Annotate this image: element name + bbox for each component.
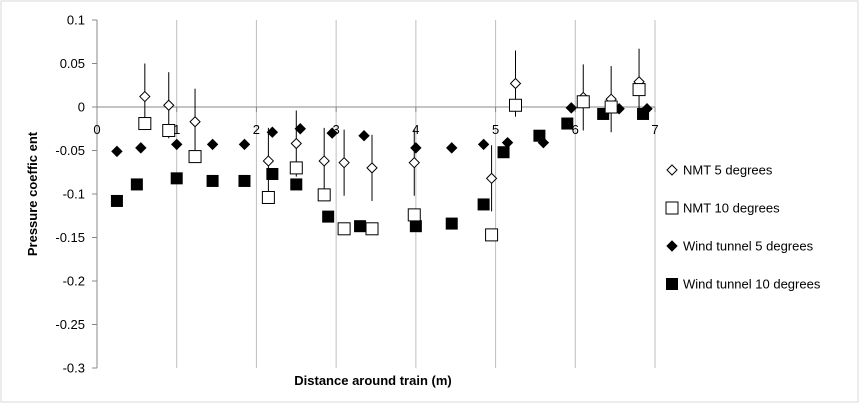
legend-label: Wind tunnel 10 degrees — [683, 277, 821, 292]
axes — [92, 19, 656, 369]
data-point — [358, 130, 370, 142]
data-point — [262, 155, 275, 167]
data-point — [446, 142, 458, 154]
data-point — [366, 162, 378, 174]
y-tick-label: 0.1 — [67, 13, 85, 28]
data-point — [409, 220, 422, 233]
legend-marker — [666, 278, 678, 290]
data-markers — [110, 76, 653, 242]
x-tick-label: 7 — [651, 122, 658, 137]
x-tick-label: 6 — [572, 122, 579, 137]
x-axis-title: Distance around train (m) — [294, 373, 451, 388]
data-point — [111, 145, 123, 158]
legend-item: Wind tunnel 5 degrees — [666, 239, 814, 254]
legend: NMT 5 degrees NMT 10 degrees Wind tunnel 5… — [665, 163, 821, 292]
legend-item: NMT 10 degrees — [665, 201, 780, 216]
data-point — [289, 161, 303, 175]
data-point — [294, 123, 306, 135]
data-point — [170, 172, 183, 185]
legend-marker — [666, 240, 678, 252]
y-tick-label: -0.05 — [55, 143, 85, 158]
y-tick-labels: 0.1 0.05 0 -0.05 -0.1 -0.15 -0.2 -0.25 -0.3 — [55, 13, 85, 376]
data-point — [290, 137, 302, 150]
x-tick-labels: 0 1 2 3 4 5 6 7 — [93, 122, 658, 137]
legend-marker — [666, 164, 678, 176]
data-point — [604, 100, 618, 114]
data-point — [576, 95, 590, 109]
legend-item: Wind tunnel 10 degrees — [666, 277, 821, 292]
y-tick-label: -0.3 — [63, 361, 85, 376]
data-point — [509, 98, 522, 112]
data-point — [445, 217, 458, 230]
data-point — [477, 198, 490, 211]
data-point — [410, 142, 422, 154]
legend-label: Wind tunnel 5 degrees — [683, 239, 814, 254]
y-tick-label: -0.25 — [55, 317, 85, 332]
data-point — [485, 228, 499, 242]
data-point — [317, 188, 331, 202]
legend-marker — [665, 201, 679, 215]
data-point — [206, 138, 219, 151]
data-point — [171, 138, 183, 151]
data-point — [318, 155, 330, 167]
data-point — [206, 174, 219, 187]
data-point — [533, 129, 546, 142]
y-tick-label: 0 — [78, 100, 85, 115]
data-point — [354, 220, 367, 233]
data-point — [238, 174, 251, 187]
y-tick-label: -0.1 — [63, 187, 85, 202]
legend-item: NMT 5 degrees — [666, 163, 773, 178]
data-point — [266, 126, 279, 138]
data-point — [497, 146, 510, 159]
data-point — [189, 116, 201, 128]
y-tick-label: -0.15 — [55, 230, 85, 245]
x-tick-label: 2 — [253, 122, 260, 137]
data-point — [130, 178, 143, 191]
data-point — [135, 142, 147, 154]
x-tick-label: 0 — [93, 122, 100, 137]
data-point — [561, 117, 574, 130]
data-point — [477, 138, 490, 151]
y-axis-title: Pressure coeffic ent — [25, 131, 40, 256]
data-point — [322, 210, 335, 223]
data-point — [261, 190, 275, 204]
y-tick-label: -0.2 — [63, 274, 85, 289]
data-point — [338, 156, 350, 169]
data-point — [337, 222, 351, 236]
data-point — [138, 117, 152, 131]
data-point — [565, 102, 578, 114]
data-point — [238, 138, 251, 151]
data-point — [110, 194, 123, 207]
legend-label: NMT 10 degrees — [683, 201, 780, 216]
data-point — [407, 208, 421, 222]
data-point — [485, 172, 498, 185]
data-point — [597, 107, 610, 120]
data-point — [162, 123, 176, 137]
data-point — [509, 77, 522, 90]
data-point — [188, 150, 202, 164]
data-point — [326, 127, 338, 139]
data-point — [139, 90, 151, 103]
x-tick-label: 3 — [333, 122, 340, 137]
y-tick-label: 0.05 — [60, 56, 85, 71]
x-tick-label: 5 — [492, 122, 499, 137]
data-point — [365, 222, 379, 236]
data-point — [163, 99, 175, 111]
data-point — [290, 178, 303, 191]
x-tick-label: 1 — [173, 122, 180, 137]
data-point — [408, 156, 420, 169]
data-point — [637, 107, 650, 120]
x-tick-label: 4 — [412, 122, 419, 137]
data-point — [266, 167, 279, 180]
legend-label: NMT 5 degrees — [683, 163, 773, 178]
data-point — [632, 83, 646, 97]
